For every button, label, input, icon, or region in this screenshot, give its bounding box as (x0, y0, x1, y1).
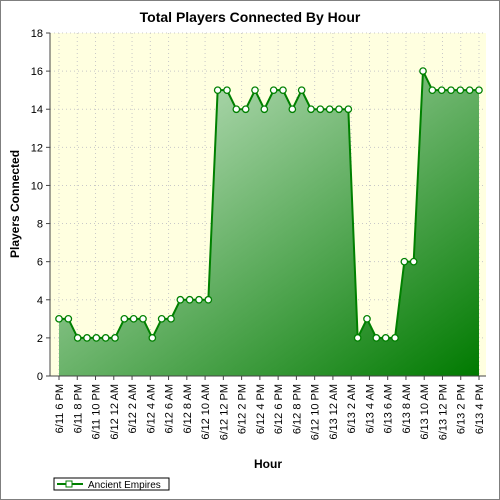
series-line (59, 70, 479, 341)
data-point (64, 314, 73, 323)
y-tick-label: 10 (31, 180, 43, 192)
x-tick-label: 6/13 4 AM (364, 384, 376, 434)
data-point (456, 86, 465, 95)
legend-swatch-marker (65, 480, 73, 488)
data-point (316, 105, 325, 114)
data-point (335, 105, 343, 114)
y-axis-ticks: 0 2 4 6 8 10 12 14 16 18 (31, 28, 50, 383)
data-point (437, 86, 446, 95)
data-point (111, 334, 119, 342)
legend-box (53, 477, 170, 491)
data-point (157, 314, 166, 323)
x-tick-label: 6/12 2 AM (127, 384, 139, 434)
data-point (101, 334, 110, 342)
x-axis-title: Hour (254, 457, 282, 471)
data-point (297, 86, 306, 95)
data-point (251, 86, 259, 95)
y-axis-title: Players Connected (8, 150, 22, 258)
y-tick-label: 0 (37, 371, 43, 383)
data-point (307, 105, 315, 114)
x-tick-label: 6/13 4 PM (474, 384, 486, 434)
data-point (185, 295, 194, 304)
x-tick-label: 6/12 2 PM (237, 384, 249, 434)
data-point (400, 257, 409, 266)
data-point (475, 86, 483, 95)
series-markers (55, 67, 483, 342)
data-point (241, 105, 250, 114)
data-point (92, 334, 101, 342)
data-point (260, 105, 269, 114)
x-tick-label: 6/13 12 AM (328, 384, 340, 440)
data-point (325, 105, 334, 114)
y-tick-label: 14 (31, 104, 43, 116)
data-point (381, 334, 390, 342)
x-tick-label: 6/13 10 AM (419, 384, 431, 440)
data-point (55, 314, 63, 323)
x-tick-label: 6/11 10 PM (91, 384, 103, 439)
data-point (428, 86, 437, 95)
x-tick-label: 6/13 6 AM (383, 384, 395, 434)
series-area (59, 71, 479, 376)
data-point (419, 67, 427, 75)
x-tick-label: 6/13 2 PM (456, 384, 468, 434)
x-tick-label: 6/11 6 PM (54, 384, 66, 433)
x-tick-label: 6/13 8 AM (401, 384, 413, 434)
x-tick-label: 6/12 8 PM (291, 384, 303, 434)
data-point (409, 257, 418, 266)
data-point (232, 105, 241, 114)
x-tick-label: 6/12 6 PM (273, 384, 285, 434)
y-tick-label: 18 (31, 28, 43, 40)
data-point (288, 105, 297, 114)
x-tick-label: 6/13 2 AM (346, 384, 358, 434)
legend-label: Ancient Empires (88, 480, 161, 491)
data-point (73, 334, 82, 342)
data-point (167, 314, 175, 323)
data-point (195, 295, 203, 304)
x-tick-label: 6/12 4 AM (145, 384, 157, 434)
x-tick-label: 6/13 12 PM (437, 384, 449, 440)
x-tick-label: 6/12 6 AM (164, 384, 176, 434)
y-tick-label: 6 (37, 257, 43, 269)
x-tick-label: 6/12 8 AM (182, 384, 194, 434)
y-tick-label: 16 (31, 66, 43, 78)
data-point (279, 86, 287, 95)
x-tick-label: 6/12 12 PM (218, 384, 230, 440)
data-point (363, 314, 371, 323)
data-point (120, 314, 129, 323)
data-point (148, 334, 157, 342)
x-tick-label: 6/12 10 PM (310, 384, 322, 440)
data-point (465, 86, 474, 95)
data-point (176, 295, 185, 304)
data-point (139, 314, 147, 323)
data-point (83, 334, 91, 342)
x-tick-label: 6/12 12 AM (109, 384, 121, 440)
y-tick-label: 2 (37, 333, 43, 345)
data-point (353, 334, 362, 342)
chart-title: Total Players Connected By Hour (140, 9, 361, 25)
x-axis-ticks: 6/11 6 PM 6/11 8 PM 6/11 10 PM 6/12 12 AM 6/… (54, 376, 486, 440)
data-point (204, 295, 213, 304)
x-tick-label: 6/11 8 PM (72, 384, 84, 433)
data-point (269, 86, 278, 95)
data-point (129, 314, 138, 323)
legend: Ancient Empires (53, 477, 170, 491)
y-tick-label: 8 (37, 219, 43, 231)
data-point (372, 334, 381, 342)
data-point (223, 86, 231, 95)
data-point (344, 105, 353, 114)
data-point (391, 334, 399, 342)
x-tick-label: 6/12 4 PM (255, 384, 267, 434)
data-point (213, 86, 222, 95)
y-tick-label: 4 (37, 295, 43, 307)
y-tick-label: 12 (31, 142, 43, 154)
x-tick-label: 6/12 10 AM (200, 384, 212, 440)
data-point (447, 86, 455, 95)
